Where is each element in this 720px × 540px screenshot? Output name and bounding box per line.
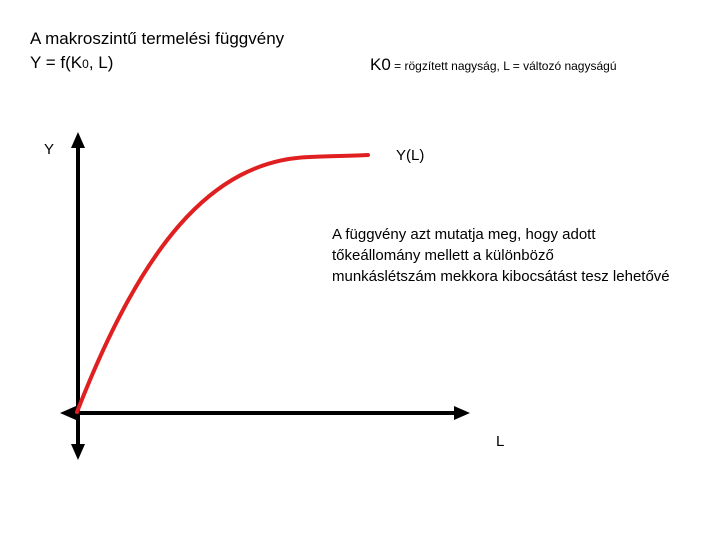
formula-prefix: Y = f(K [30, 53, 83, 72]
x-axis-arrow-right [454, 406, 470, 420]
y-axis-label: Y [44, 141, 55, 158]
formula-subscript: 0 [82, 57, 89, 71]
x-axis-arrow-left [60, 406, 76, 420]
explanation-text: A függvény azt mutatja meg, hogy adott t… [332, 224, 712, 287]
slide-title: A makroszintű termelési függvény [30, 29, 285, 48]
curve-label: Y(L) [396, 147, 425, 164]
explanation-line: tőkeállomány mellett a különböző [332, 247, 554, 264]
k0-symbol: K0 [370, 55, 391, 74]
x-axis-label: L [496, 433, 505, 450]
y-axis-arrow-down [71, 444, 85, 460]
k0-definition: K0 = rögzített nagyság, L = változó nagy… [370, 54, 617, 77]
production-function-formula: Y = f(K0, L) [30, 52, 113, 75]
k0-definition-text: = rögzített nagyság, L = változó nagyság… [390, 59, 617, 73]
explanation-line: A függvény azt mutatja meg, hogy adott [332, 226, 596, 243]
explanation-line: munkáslétszám mekkora kibocsátást tesz l… [332, 268, 670, 285]
production-curve [75, 153, 370, 414]
formula-suffix: , L) [88, 53, 114, 72]
y-axis-arrow-up [71, 132, 85, 148]
